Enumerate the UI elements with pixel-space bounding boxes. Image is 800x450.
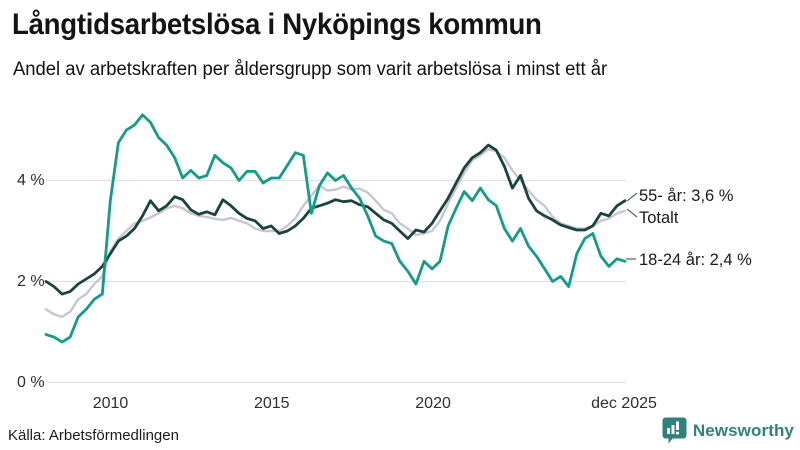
x-tick-label: dec 2025 (591, 395, 657, 412)
brand-name: Newsworthy (692, 420, 794, 440)
series-line-age-18-24 (44, 113, 627, 344)
y-tick-label: 0 % (17, 374, 45, 391)
newsworthy-chart-bubble-icon (662, 417, 687, 444)
chart-subtitle: Andel av arbetskraften per åldersgrupp s… (13, 59, 608, 80)
x-tick-label: 2015 (253, 395, 290, 412)
x-tick-label: 2020 (415, 395, 451, 412)
series-label-18-24: 18-24 år: 2,4 % (639, 251, 752, 269)
y-tick-label: 4 % (17, 172, 45, 189)
y-tick-label: 2 % (17, 273, 45, 290)
connector-55 (626, 192, 638, 202)
label-connectors (626, 192, 638, 260)
chart-title: Långtidsarbetslösa i Nyköpings kommun (12, 8, 542, 41)
series-label-total: Totalt (639, 209, 679, 227)
series-label-55-plus: 55- år: 3,6 % (639, 187, 734, 205)
connector-total (626, 208, 638, 218)
series-lines (44, 113, 627, 344)
source-text: Källa: Arbetsförmedlingen (8, 427, 179, 444)
series-line-total (44, 147, 627, 319)
x-tick-label: 2010 (92, 395, 129, 412)
brand-logo: Newsworthy (662, 417, 794, 444)
series-line-age-55-plus (44, 143, 627, 296)
